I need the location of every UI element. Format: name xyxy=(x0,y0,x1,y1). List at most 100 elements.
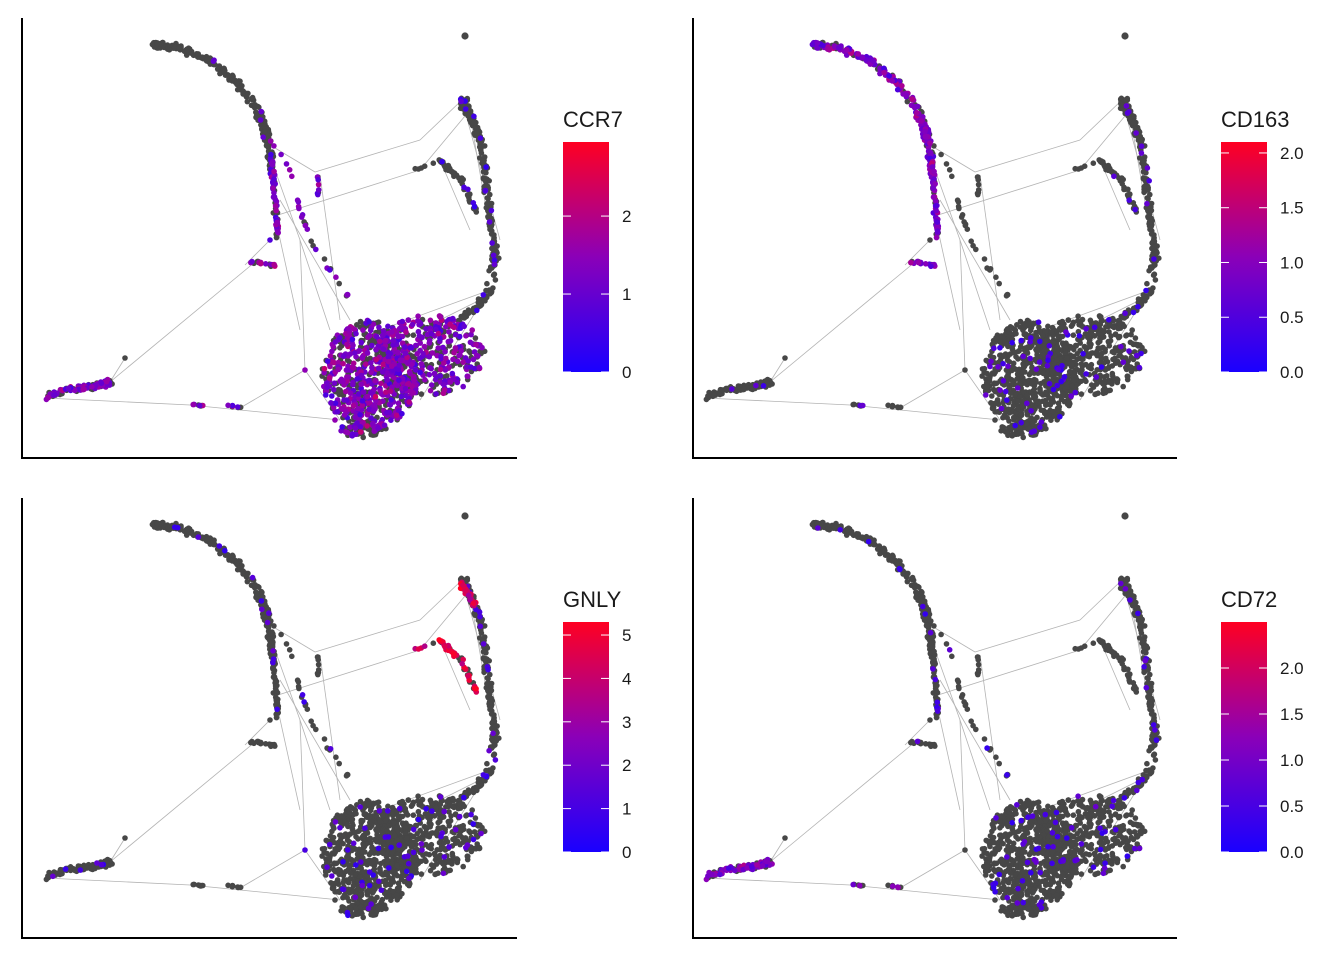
cell-point xyxy=(491,751,498,757)
legend-tick-label: 0 xyxy=(622,363,631,382)
cell-point xyxy=(270,674,277,680)
cell-point xyxy=(1006,326,1012,332)
cell-point xyxy=(89,384,95,390)
cell-point xyxy=(1150,285,1156,291)
cell-point xyxy=(447,337,454,344)
cell-point xyxy=(1004,341,1010,348)
cell-point xyxy=(402,344,408,350)
cell-point xyxy=(220,68,227,74)
cell-point xyxy=(286,647,293,653)
cell-point xyxy=(886,73,892,79)
cell-point xyxy=(381,422,388,429)
cell-point xyxy=(270,185,276,191)
legend-tick-label: 2 xyxy=(622,207,631,226)
cell-point xyxy=(1120,383,1126,390)
cell-point xyxy=(458,348,465,354)
cell-point xyxy=(323,392,329,398)
cell-point xyxy=(488,231,495,237)
cell-point xyxy=(196,402,203,409)
graph-edge xyxy=(239,369,306,409)
graph-edge xyxy=(934,169,961,241)
cell-point xyxy=(239,83,245,89)
cell-point xyxy=(372,393,379,400)
cell-point xyxy=(283,161,290,167)
cell-point xyxy=(225,402,231,409)
cell-point xyxy=(474,307,480,314)
cell-point xyxy=(988,400,994,406)
cell-point xyxy=(1097,345,1103,352)
cell-point xyxy=(1046,343,1053,349)
cell-point xyxy=(1065,317,1072,323)
cell-point xyxy=(371,428,378,434)
cell-point xyxy=(1018,410,1025,417)
cell-point xyxy=(373,346,379,353)
cell-point xyxy=(1102,346,1108,353)
cell-point xyxy=(1018,419,1024,426)
cell-point xyxy=(932,203,939,209)
cell-point xyxy=(195,51,201,57)
cell-point xyxy=(278,631,284,638)
cell-point xyxy=(1104,373,1110,379)
cell-point xyxy=(327,353,334,359)
cell-point xyxy=(491,271,498,278)
cell-point xyxy=(458,98,464,105)
cell-point xyxy=(1144,183,1151,190)
cell-point xyxy=(405,317,412,323)
cell-point xyxy=(449,370,456,377)
cell-point xyxy=(1038,419,1045,425)
cell-point xyxy=(1087,344,1093,350)
graph-edge xyxy=(769,261,916,383)
cell-point xyxy=(272,203,279,209)
cell-point xyxy=(859,54,866,60)
cell-point xyxy=(344,341,350,348)
cell-point xyxy=(1127,339,1134,346)
cell-point xyxy=(1130,120,1137,126)
cell-point xyxy=(340,360,346,367)
cell-point xyxy=(426,353,433,360)
cell-point xyxy=(384,377,391,383)
cell-point xyxy=(836,44,842,51)
cell-point xyxy=(395,400,402,407)
cell-point xyxy=(1031,386,1038,392)
cell-point xyxy=(467,191,473,197)
cell-point xyxy=(451,324,457,331)
cell-point xyxy=(289,653,295,660)
cell-point xyxy=(482,298,488,304)
cell-point xyxy=(337,335,343,341)
cell-point xyxy=(415,313,421,320)
cell-point xyxy=(441,387,448,393)
cell-point xyxy=(984,384,990,391)
cell-point xyxy=(380,351,387,358)
cell-point xyxy=(226,73,232,79)
cell-point xyxy=(1124,110,1131,116)
cell-point xyxy=(313,726,319,733)
cell-point xyxy=(278,151,284,158)
cell-point xyxy=(469,327,476,333)
cell-point xyxy=(462,106,469,112)
cell-point xyxy=(483,164,489,170)
cell-point xyxy=(270,194,277,200)
cell-point xyxy=(1064,384,1070,390)
cell-point xyxy=(885,402,891,409)
cell-point xyxy=(450,356,456,363)
cell-point xyxy=(366,377,372,384)
cell-point xyxy=(388,397,395,403)
cell-point xyxy=(1115,334,1122,341)
cell-point xyxy=(1045,357,1051,364)
cell-point xyxy=(1095,330,1102,337)
cell-point xyxy=(437,366,444,373)
cell-point xyxy=(468,331,474,338)
cell-point xyxy=(1000,378,1007,384)
graph-edge xyxy=(1079,109,1131,171)
cell-point xyxy=(1038,407,1045,414)
cell-point xyxy=(349,431,356,437)
cell-point xyxy=(426,371,433,378)
cell-point xyxy=(329,348,335,355)
cell-point xyxy=(1048,329,1055,335)
cell-point xyxy=(1007,390,1014,397)
cell-point xyxy=(335,359,342,366)
cell-point xyxy=(465,112,472,119)
cell-point xyxy=(51,392,57,399)
